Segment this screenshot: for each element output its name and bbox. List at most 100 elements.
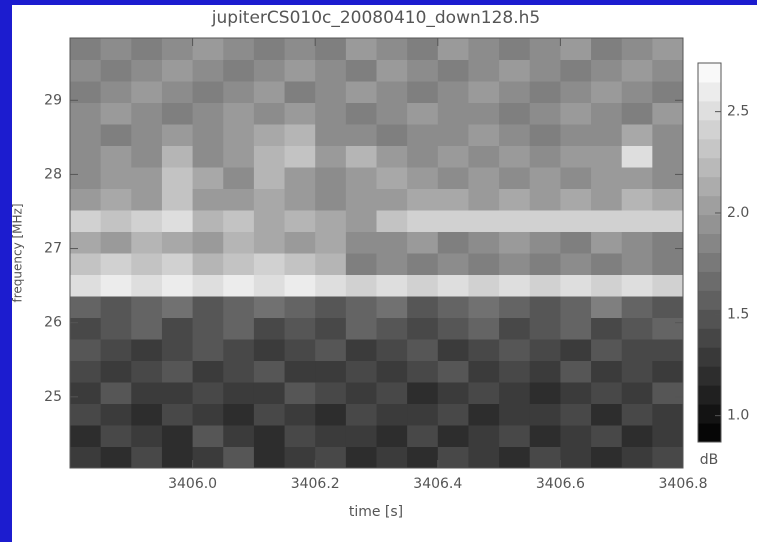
heatmap-cell: [437, 38, 469, 60]
heatmap-cell: [376, 274, 408, 297]
heatmap-cell: [560, 317, 592, 340]
heatmap-cell: [621, 231, 653, 254]
heatmap-cell: [468, 210, 500, 232]
heatmap-cell: [499, 360, 531, 383]
heatmap-cell: [437, 124, 469, 146]
heatmap-cell: [223, 102, 255, 125]
heatmap-cell: [468, 145, 500, 168]
colorbar-step: [698, 63, 721, 83]
heatmap-cell: [100, 360, 132, 383]
heatmap-cell: [468, 81, 500, 103]
heatmap-cell: [131, 253, 163, 275]
colorbar-step: [698, 119, 721, 140]
heatmap-cell: [468, 446, 500, 469]
heatmap-cell: [253, 317, 286, 340]
heatmap-cell: [437, 382, 469, 404]
heatmap-cell: [315, 188, 347, 211]
heatmap-cell: [161, 446, 194, 469]
heatmap-cell: [529, 167, 561, 189]
y-axis-label: frequency [MHz]: [11, 203, 25, 302]
heatmap-cell: [407, 425, 439, 447]
x-tick-label: 3406.6: [536, 476, 585, 492]
heatmap-cell: [70, 231, 102, 254]
heatmap-cell: [223, 145, 255, 168]
heatmap-cell: [529, 59, 561, 82]
heatmap-cell: [100, 167, 132, 189]
heatmap-cell: [407, 188, 439, 211]
heatmap-cell: [70, 81, 102, 103]
heatmap-cell: [253, 274, 286, 297]
heatmap-cell: [407, 403, 439, 426]
heatmap-cell: [192, 81, 224, 103]
heatmap-cell: [284, 317, 316, 340]
heatmap-cell: [100, 425, 132, 447]
heatmap-cell: [652, 253, 684, 275]
heatmap-cell: [621, 382, 653, 404]
heatmap-cell: [376, 210, 408, 232]
y-tick-label: 27: [44, 241, 62, 257]
colorbar-step: [698, 214, 721, 235]
heatmap-cell: [652, 382, 684, 404]
heatmap-cell: [284, 81, 316, 103]
heatmap-cell: [376, 81, 408, 103]
colorbar-step: [698, 328, 721, 348]
x-tick-label: 3406.2: [291, 476, 340, 492]
heatmap-cell: [100, 339, 132, 361]
heatmap-cell: [161, 59, 194, 82]
heatmap-cell: [192, 167, 224, 189]
heatmap-cell: [376, 253, 408, 275]
heatmap-cell: [376, 403, 408, 426]
heatmap-cell: [652, 274, 684, 297]
heatmap-cell: [468, 124, 500, 146]
heatmap-cell: [253, 425, 286, 447]
heatmap-cell: [223, 231, 255, 254]
heatmap-cell: [376, 38, 408, 60]
heatmap-cell: [560, 38, 592, 60]
heatmap-cell: [529, 102, 561, 125]
heatmap-cell: [529, 38, 561, 60]
heatmap-cell: [161, 296, 194, 318]
heatmap-cell: [591, 360, 623, 383]
heatmap-cell: [161, 382, 194, 404]
colorbar-step: [698, 366, 721, 386]
heatmap-cell: [652, 59, 684, 82]
x-tick-label: 3406.4: [413, 476, 462, 492]
heatmap-cell: [223, 210, 255, 232]
heatmap-cell: [192, 446, 224, 469]
heatmap-cell: [499, 403, 531, 426]
heatmap-cell: [253, 81, 286, 103]
heatmap-cell: [499, 446, 531, 469]
heatmap-cell: [591, 210, 623, 232]
heatmap-cell: [621, 403, 653, 426]
heatmap-cell: [345, 167, 377, 189]
heatmap-cell: [131, 210, 163, 232]
heatmap-cell: [499, 210, 531, 232]
heatmap-cell: [591, 59, 623, 82]
heatmap-cell: [468, 339, 500, 361]
heatmap-cell: [652, 339, 684, 361]
heatmap-cell: [652, 425, 684, 447]
heatmap-cell: [652, 210, 684, 232]
heatmap-cell: [560, 145, 592, 168]
heatmap-cell: [315, 253, 347, 275]
heatmap-cell: [560, 188, 592, 211]
heatmap-cell: [437, 231, 469, 254]
colorbar-tick-label: 2.0: [727, 205, 749, 221]
heatmap-cell: [161, 274, 194, 297]
heatmap-cell: [253, 124, 286, 146]
heatmap-cell: [284, 210, 316, 232]
heatmap-cell: [376, 446, 408, 469]
heatmap-cell: [345, 145, 377, 168]
heatmap-cell: [652, 38, 684, 60]
colorbar-label: dB: [700, 452, 719, 468]
colorbar-step: [698, 195, 721, 216]
heatmap-cell: [70, 317, 102, 340]
heatmap-cell: [100, 446, 132, 469]
heatmap-cell: [70, 253, 102, 275]
heatmap-cell: [652, 145, 684, 168]
heatmap-cell: [223, 296, 255, 318]
heatmap-cell: [223, 81, 255, 103]
heatmap-cell: [499, 425, 531, 447]
heatmap-cell: [253, 446, 286, 469]
heatmap-cell: [407, 81, 439, 103]
